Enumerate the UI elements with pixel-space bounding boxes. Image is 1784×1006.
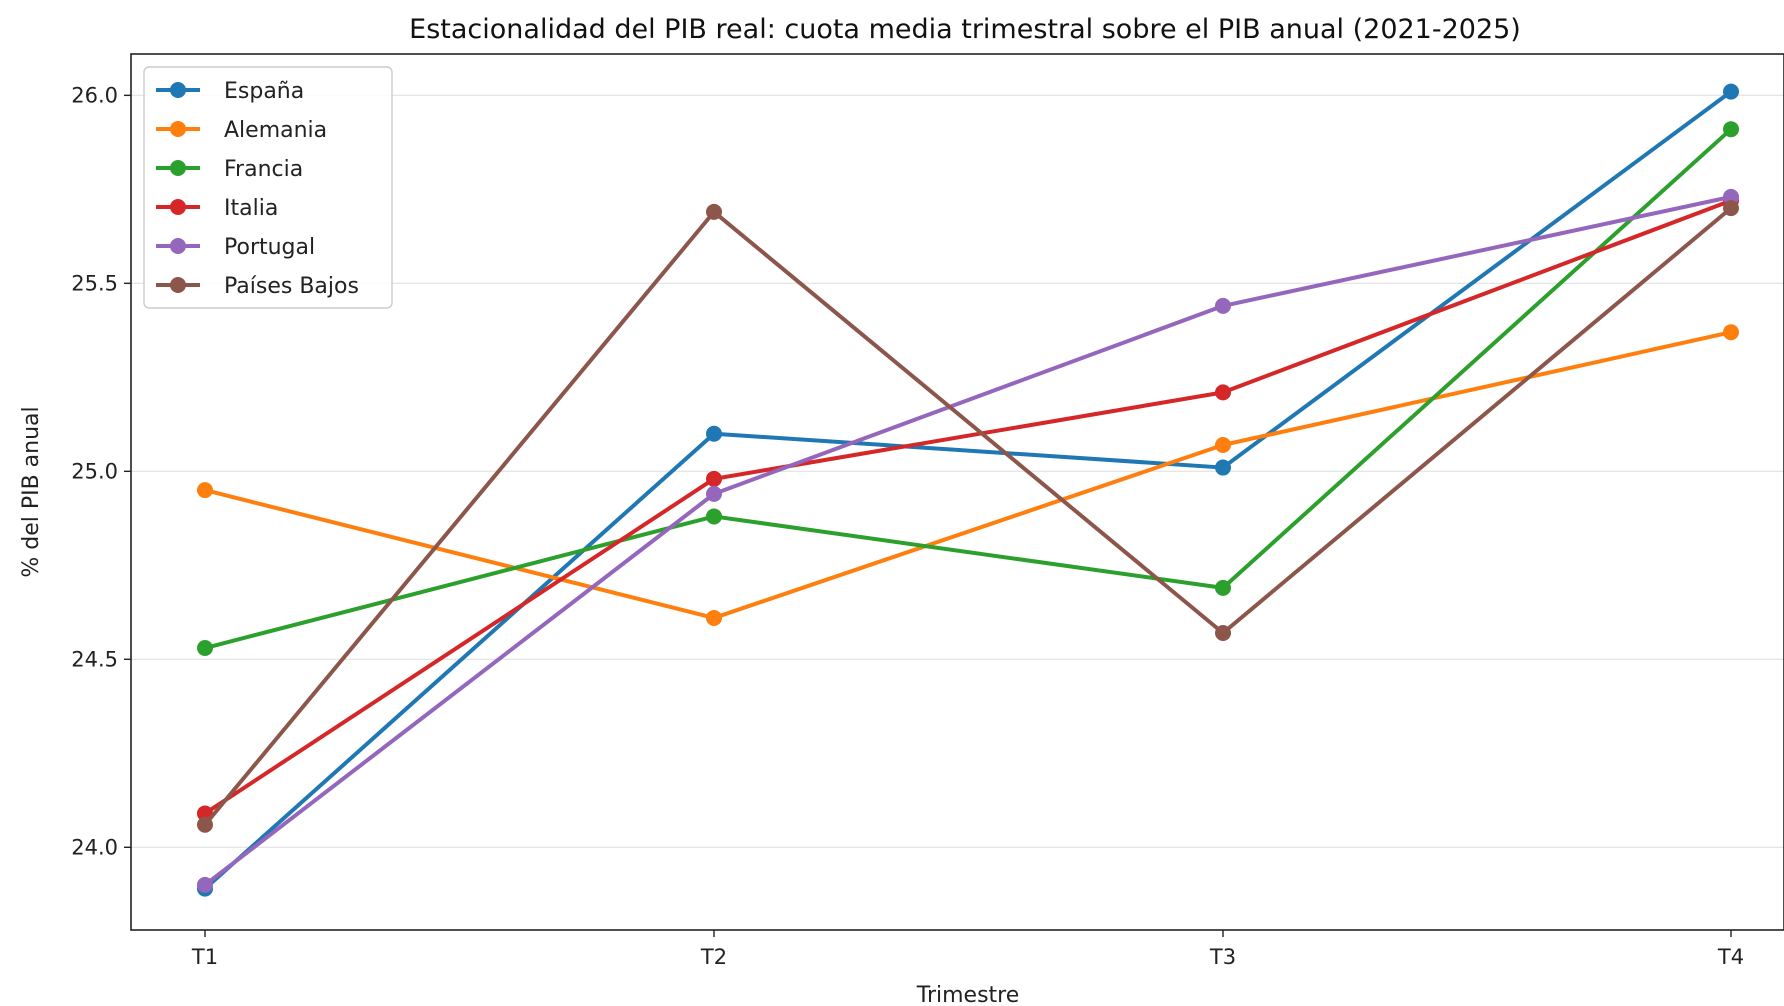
legend-label: Portugal bbox=[224, 235, 315, 260]
x-tick-label: T1 bbox=[191, 945, 218, 969]
plot-frame bbox=[130, 53, 1784, 931]
data-point bbox=[1723, 188, 1739, 205]
series-line bbox=[203, 198, 1733, 816]
data-point bbox=[1215, 624, 1231, 641]
legend-item: Francia bbox=[156, 157, 303, 182]
data-point bbox=[1723, 121, 1739, 138]
data-point bbox=[1723, 83, 1739, 100]
data-point bbox=[1215, 437, 1231, 454]
data-point bbox=[706, 609, 722, 626]
legend-marker bbox=[170, 160, 186, 176]
y-tick-label: 25.0 bbox=[71, 459, 118, 483]
data-point bbox=[1723, 200, 1739, 217]
x-tick-label: T3 bbox=[1209, 945, 1236, 969]
x-tick-label: T4 bbox=[1717, 945, 1744, 969]
data-point bbox=[706, 508, 722, 525]
y-tick-label: 25.5 bbox=[71, 271, 118, 295]
legend-label: Alemania bbox=[224, 118, 327, 143]
data-point bbox=[197, 640, 213, 657]
legend-label: Francia bbox=[224, 157, 303, 182]
data-point bbox=[1215, 459, 1231, 476]
series-group bbox=[197, 121, 1739, 657]
plot-series bbox=[197, 83, 1739, 897]
legend-marker bbox=[170, 238, 186, 254]
legend: España Alemania Francia Italia Portugal Paíse… bbox=[143, 66, 393, 309]
legend-item: Alemania bbox=[156, 118, 327, 143]
y-axis-label: % del PIB anual bbox=[19, 406, 44, 577]
legend-label: Italia bbox=[224, 196, 278, 221]
series-group bbox=[197, 192, 1739, 822]
legend-marker bbox=[170, 277, 186, 293]
legend-marker bbox=[170, 82, 186, 98]
series-group bbox=[197, 188, 1739, 893]
series-line bbox=[203, 206, 1733, 827]
legend-item: Países Bajos bbox=[156, 274, 359, 299]
legend-item: España bbox=[156, 79, 304, 104]
x-tick-label: T2 bbox=[700, 945, 727, 969]
data-point bbox=[706, 485, 722, 502]
data-point bbox=[706, 203, 722, 220]
data-point bbox=[1215, 384, 1231, 401]
series-group bbox=[197, 324, 1739, 626]
legend-box bbox=[143, 66, 393, 309]
x-axis-ticks: T1 T2 T3 T4 bbox=[191, 930, 1744, 969]
series-line bbox=[203, 330, 1733, 620]
y-axis-ticks: 24.0 24.5 25.0 25.5 26.0 bbox=[71, 83, 131, 859]
chart-title: Estacionalidad del PIB real: cuota media… bbox=[409, 14, 1521, 45]
legend-marker bbox=[170, 121, 186, 137]
series-line bbox=[203, 89, 1733, 891]
data-point bbox=[197, 482, 213, 499]
legend-marker bbox=[170, 199, 186, 215]
y-tick-label: 24.5 bbox=[71, 647, 118, 671]
x-axis-label: Trimestre bbox=[916, 983, 1020, 1006]
legend-item: Portugal bbox=[156, 235, 315, 260]
data-point bbox=[1723, 324, 1739, 341]
series-group bbox=[197, 83, 1739, 897]
legend-label: Países Bajos bbox=[224, 274, 359, 299]
legend-label: España bbox=[224, 79, 304, 104]
series-line bbox=[203, 194, 1733, 887]
data-point bbox=[197, 816, 213, 833]
data-point bbox=[1215, 579, 1231, 596]
legend-item: Italia bbox=[156, 196, 278, 221]
y-tick-label: 26.0 bbox=[71, 83, 118, 107]
data-point bbox=[706, 425, 722, 442]
data-point bbox=[1215, 297, 1231, 314]
series-group bbox=[197, 200, 1739, 833]
data-point bbox=[197, 876, 213, 893]
y-tick-label: 24.0 bbox=[71, 835, 118, 859]
series-line bbox=[203, 127, 1733, 651]
data-point bbox=[706, 470, 722, 487]
